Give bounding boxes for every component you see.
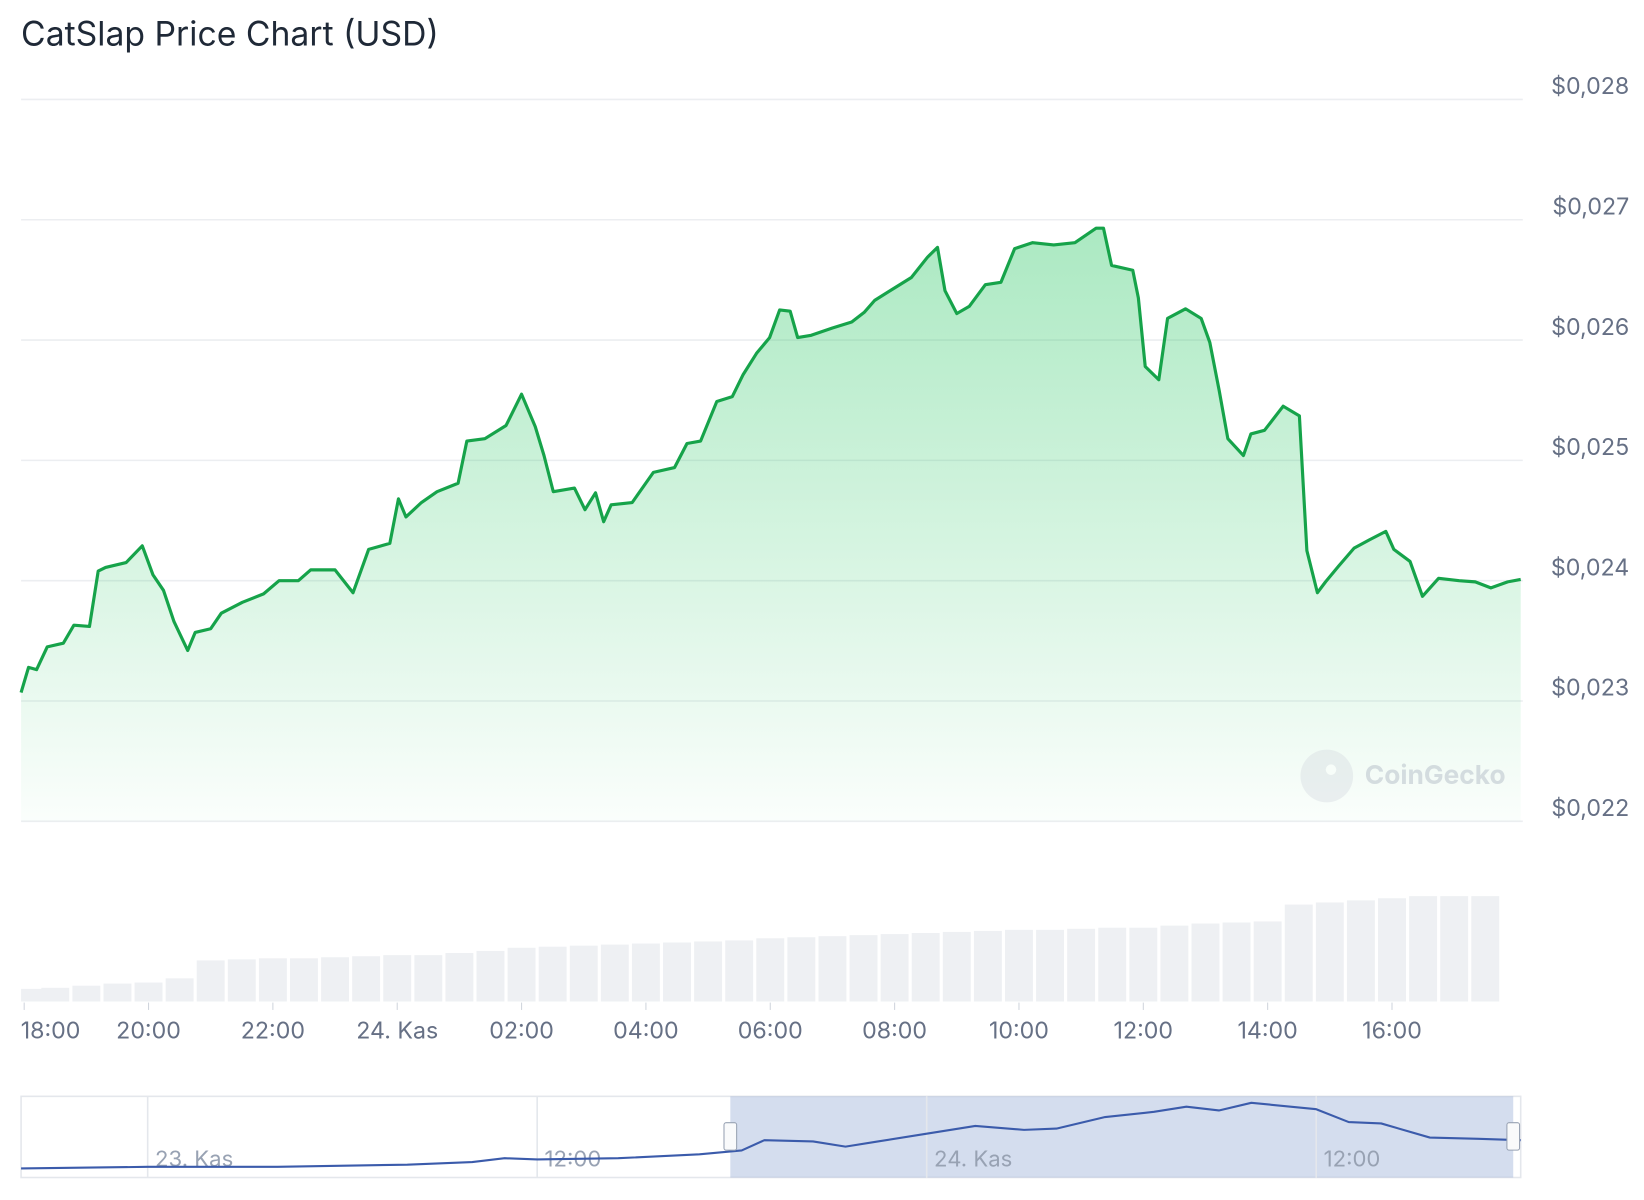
x-tick-label: 24. Kas (356, 1016, 438, 1044)
volume-bar (227, 959, 256, 1002)
volume-bar (600, 944, 629, 1002)
volume-bar (196, 960, 225, 1002)
volume-bar (911, 933, 940, 1002)
volume-bar (1160, 925, 1189, 1002)
volume-bar (663, 942, 691, 1002)
volume-bar (321, 957, 350, 1002)
x-tick-label: 02:00 (489, 1016, 554, 1044)
volume-bar (41, 987, 70, 1002)
volume-bar (1409, 896, 1438, 1002)
volume-bar (631, 943, 660, 1002)
x-tick-label: 18:00 (21, 1016, 81, 1044)
x-tick-label: 20:00 (116, 1016, 181, 1044)
volume-bar (1129, 927, 1158, 1002)
volume-bar (818, 936, 847, 1002)
volume-bar (290, 958, 318, 1002)
watermark-text: CoinGecko (1365, 759, 1506, 791)
volume-bar (756, 938, 785, 1002)
volume-bar (1440, 896, 1469, 1002)
volume-bar (725, 940, 754, 1002)
y-tick-label: $0,022 (1551, 794, 1629, 822)
volume-bar (1098, 927, 1127, 1002)
navigator-tick-label: 24. Kas (934, 1147, 1012, 1173)
volume-bar (507, 947, 536, 1002)
price-area (21, 228, 1521, 822)
y-tick-label: $0,028 (1551, 72, 1629, 100)
watermark-icon-eye (1325, 764, 1337, 775)
volume-bars (21, 896, 1500, 1002)
volume-bar (1191, 923, 1220, 1002)
volume-bar (1315, 902, 1344, 1002)
volume-bar (1036, 929, 1065, 1002)
plot (19, 226, 1521, 822)
volume-bar (414, 955, 443, 1002)
volume-bar (849, 935, 878, 1002)
price-line (19, 226, 1521, 693)
navigator: 23. Kas 12:00 24. Kas 12:00 (20, 1095, 1522, 1179)
volume-bar (1004, 929, 1033, 1002)
volume-bar (352, 956, 381, 1002)
volume-bar (942, 931, 971, 1002)
x-tick-label: 12:00 (1114, 1016, 1173, 1044)
volume-bar (1471, 896, 1500, 1002)
volume-bar (1346, 900, 1375, 1002)
x-tick-label: 14:00 (1237, 1016, 1297, 1044)
navigator-tick-label: 12:00 (1324, 1147, 1381, 1173)
navigator-handle[interactable] (723, 1122, 738, 1151)
volume-bar (165, 978, 194, 1002)
chart-title: CatSlap Price Chart (USD) (21, 13, 439, 54)
volume-bar (973, 930, 1002, 1002)
volume-bar (103, 983, 132, 1002)
navigator-handle[interactable] (1506, 1122, 1521, 1151)
volume-bar (383, 955, 412, 1002)
y-tick-label: $0,026 (1551, 313, 1629, 341)
axes: $0,028 $0,027 $0,026 $0,025 $0,024 $0,023 $0,0… (21, 72, 1630, 1044)
volume-bar (1253, 921, 1282, 1002)
x-tick-label: 08:00 (862, 1016, 927, 1044)
x-tick-label: 10:00 (989, 1016, 1049, 1044)
navigator-frame (20, 1095, 1522, 1179)
x-tick-label: 22:00 (241, 1016, 305, 1044)
volume-bar (880, 934, 909, 1002)
y-tick-label: $0,023 (1551, 674, 1629, 702)
y-tick-label: $0,027 (1552, 192, 1629, 220)
volume-bar (787, 937, 816, 1002)
volume-bar (569, 945, 598, 1002)
volume-bar (1222, 922, 1251, 1002)
volume-bar (538, 946, 567, 1002)
volume-bar (1378, 898, 1406, 1002)
x-tick-label: 16:00 (1362, 1016, 1422, 1044)
navigator-tick-label: 23. Kas (155, 1147, 233, 1173)
volume-bar (258, 958, 287, 1002)
volume-bar (476, 950, 505, 1002)
x-tick-label: 06:00 (738, 1016, 803, 1044)
y-tick-label: $0,025 (1551, 433, 1629, 461)
volume-bar (694, 941, 723, 1002)
volume-bar (1067, 928, 1096, 1002)
volume-bar (445, 953, 474, 1002)
watermark: CoinGecko (1300, 749, 1506, 803)
x-tick-label: 04:00 (613, 1016, 679, 1044)
navigator-selection (730, 1096, 1514, 1178)
y-tick-label: $0,024 (1551, 553, 1629, 581)
volume-bar (72, 985, 101, 1002)
volume-bar (1284, 904, 1313, 1002)
watermark-icon (1300, 749, 1354, 803)
volume-bar (134, 982, 163, 1002)
navigator-line (21, 1101, 1521, 1170)
